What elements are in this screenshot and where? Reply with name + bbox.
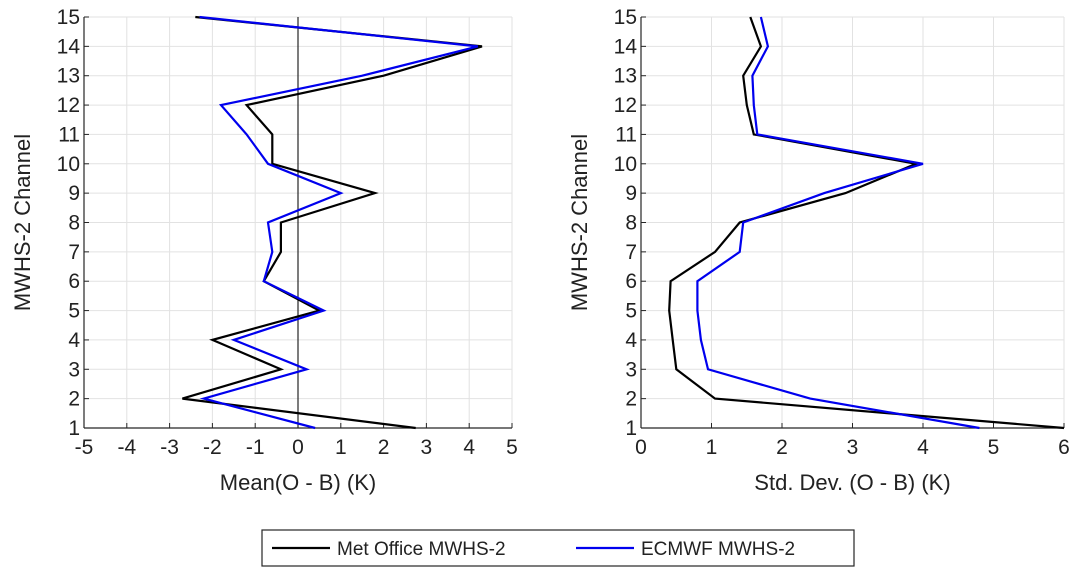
y-tick-label: 8 <box>68 212 80 235</box>
y-tick-label: 13 <box>57 65 80 88</box>
x-tick-label: -1 <box>246 436 265 459</box>
x-tick-label: 2 <box>776 436 788 459</box>
y-tick-label: 8 <box>625 212 637 235</box>
y-tick-label: 6 <box>625 270 637 293</box>
y-tick-label: 15 <box>614 6 637 29</box>
y-axis-label: MWHS-2 Channel <box>567 134 592 311</box>
y-tick-label: 10 <box>614 153 637 176</box>
series-line-met-office <box>182 15 483 430</box>
y-tick-label: 9 <box>68 182 80 205</box>
y-tick-label: 7 <box>68 241 80 264</box>
x-tick-label: 0 <box>292 436 304 459</box>
y-tick-label: 4 <box>625 329 637 352</box>
y-tick-label: 12 <box>57 94 80 117</box>
y-tick-label: 5 <box>625 300 637 323</box>
y-tick-label: 13 <box>614 65 637 88</box>
series-line-ecmwf <box>696 16 980 430</box>
x-tick-label: 0 <box>635 436 647 459</box>
y-tick-label: 11 <box>58 123 80 146</box>
y-tick-label: 4 <box>68 329 80 352</box>
legend-box <box>261 529 855 567</box>
x-tick-label: 4 <box>917 436 929 459</box>
y-tick-label: 12 <box>614 94 637 117</box>
legend-label-met-office: Met Office MWHS-2 <box>337 539 506 560</box>
y-axis-label: MWHS-2 Channel <box>10 134 35 311</box>
series-line-met-office <box>668 16 1065 430</box>
x-tick-label: 6 <box>1058 436 1070 459</box>
x-axis-label: Mean(O - B) (K) <box>220 470 376 495</box>
y-tick-label: 2 <box>68 388 80 411</box>
legend-label-ecmwf: ECMWF MWHS-2 <box>641 539 795 560</box>
x-tick-label: 1 <box>335 436 347 459</box>
mean-omb-panel: -5 -4 -3 -2 -1 0 1 2 3 4 5123456789101112131415Mea… <box>10 6 518 495</box>
y-tick-label: 14 <box>614 35 638 58</box>
x-tick-label: -4 <box>117 436 136 459</box>
series-line-ecmwf <box>199 15 479 430</box>
x-axis-label: Std. Dev. (O - B) (K) <box>754 470 950 495</box>
y-tick-label: 3 <box>68 358 80 381</box>
y-tick-label: 1 <box>625 417 637 440</box>
y-tick-label: 10 <box>57 153 80 176</box>
y-tick-label: 11 <box>615 123 637 146</box>
x-tick-label: 3 <box>421 436 433 459</box>
y-tick-label: 7 <box>625 241 637 264</box>
x-tick-label: 3 <box>847 436 859 459</box>
x-tick-label: -3 <box>160 436 179 459</box>
y-tick-label: 1 <box>68 417 80 440</box>
y-tick-label: 9 <box>625 182 637 205</box>
y-tick-label: 14 <box>57 35 81 58</box>
x-tick-label: 5 <box>506 436 518 459</box>
x-tick-label: 1 <box>706 436 718 459</box>
y-tick-label: 5 <box>68 300 80 323</box>
x-tick-label: 2 <box>378 436 390 459</box>
y-tick-label: 15 <box>57 6 80 29</box>
legend: Met Office MWHS-2 ECMWF MWHS-2 <box>261 529 855 567</box>
x-tick-label: -2 <box>203 436 222 459</box>
y-tick-label: 3 <box>625 358 637 381</box>
x-tick-label: -5 <box>75 436 94 459</box>
x-tick-label: 4 <box>463 436 475 459</box>
y-tick-label: 2 <box>625 388 637 411</box>
x-tick-label: 5 <box>988 436 1000 459</box>
y-tick-label: 6 <box>68 270 80 293</box>
